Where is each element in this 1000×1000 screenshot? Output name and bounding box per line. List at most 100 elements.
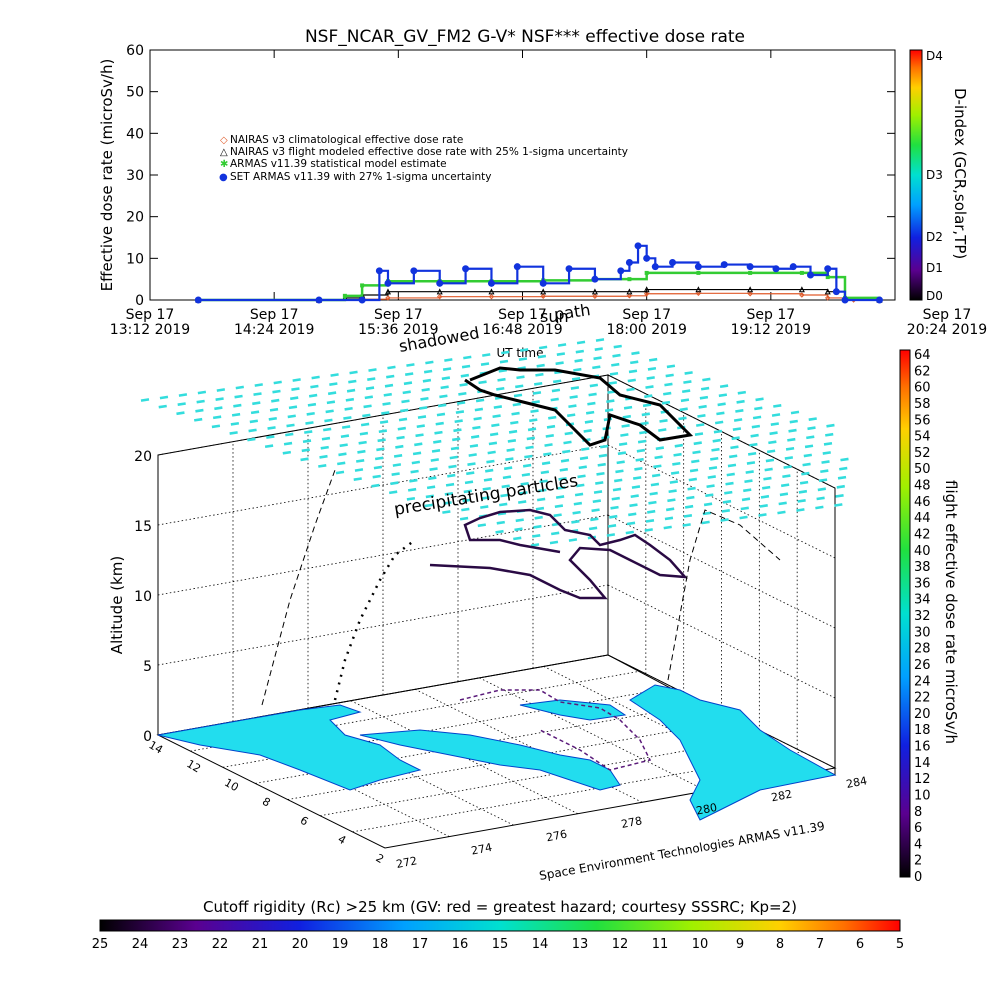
mesh-mark (499, 502, 508, 507)
mesh-mark (481, 496, 490, 500)
mesh-mark (373, 465, 383, 470)
latitude-tick-label: 2 (374, 851, 387, 866)
mesh-mark (698, 404, 707, 409)
mesh-mark (630, 360, 639, 365)
cutoff-rigidity-tick-label: 9 (736, 937, 744, 952)
cutoff-rigidity-tick-label: 7 (816, 937, 824, 952)
mesh-mark (556, 352, 566, 356)
mesh-mark (674, 443, 683, 448)
dose-rate-tick-label: 60 (914, 381, 931, 396)
x-tick-label: Sep 17 (923, 307, 972, 323)
mesh-mark (803, 453, 812, 458)
legend-text-armas-model: ARMAS v11.39 statistical model estimate (230, 158, 447, 170)
dose-rate-tick-label: 18 (914, 723, 931, 738)
mesh-mark (197, 390, 207, 395)
mesh-mark (450, 446, 460, 451)
mesh-mark (837, 475, 847, 480)
mesh-mark (271, 398, 280, 403)
top-x-axis-label: UT time (496, 346, 543, 360)
mesh-mark (323, 427, 332, 432)
mesh-mark (736, 399, 745, 404)
mesh-mark (419, 406, 428, 410)
dose-rate-tick-label: 44 (914, 511, 931, 526)
mesh-mark (383, 392, 392, 397)
dose-rate-ticks: 0246810121416182022242628303234363840424… (914, 348, 931, 885)
mesh-mark (487, 450, 496, 455)
dose-rate-tick-label: 36 (914, 576, 931, 591)
mesh-mark (520, 481, 529, 486)
mesh-mark (751, 424, 761, 429)
mesh-mark (562, 449, 571, 454)
mesh-mark (435, 421, 444, 426)
mesh-mark (404, 372, 414, 376)
dose-rate-tick-label: 20 (914, 707, 931, 722)
mesh-mark (755, 397, 764, 402)
mesh-mark (507, 439, 517, 443)
series-point (591, 275, 599, 283)
mesh-mark (649, 491, 658, 496)
mesh-mark (553, 513, 562, 518)
mesh-mark (552, 379, 562, 384)
grid-line (157, 444, 609, 526)
dose-rate-tick-label: 10 (914, 788, 931, 803)
mesh-mark (607, 524, 617, 528)
mesh-mark (548, 415, 557, 420)
track-dashed-right (667, 509, 781, 681)
mesh-mark (773, 404, 782, 408)
mesh-mark (535, 506, 545, 511)
mesh-mark (544, 443, 553, 447)
mesh-mark (340, 434, 350, 439)
mesh-mark (535, 372, 544, 377)
series-point (841, 296, 849, 304)
mesh-mark (496, 520, 505, 525)
mesh-mark (581, 447, 590, 451)
mesh-mark (616, 460, 625, 465)
mesh-mark (606, 399, 615, 404)
mesh-mark (634, 466, 643, 471)
d-index-tick: D4 (926, 49, 943, 63)
mesh-mark (622, 414, 632, 419)
cutoff-rigidity-tick-label: 11 (652, 937, 669, 952)
mesh-mark (454, 419, 463, 424)
dose-rate-tick-label: 0 (914, 870, 922, 885)
cutoff-rigidity-colorbar (99, 919, 901, 932)
dose-rate-tick-label: 34 (914, 593, 931, 608)
mesh-mark (539, 479, 548, 484)
mesh-mark (514, 527, 523, 532)
x-tick-label: Sep 17 (374, 307, 423, 323)
mesh-mark (491, 423, 500, 428)
mesh-mark (447, 473, 456, 478)
mesh-mark (815, 505, 824, 510)
mesh-mark (444, 358, 453, 362)
series-point (591, 288, 598, 295)
mesh-mark (341, 425, 351, 429)
latitude-tick-label: 6 (298, 814, 311, 829)
mesh-mark (641, 412, 650, 417)
mesh-mark (501, 350, 510, 355)
dose-rate-tick-label: 22 (914, 691, 931, 706)
mesh-mark (653, 464, 662, 469)
x-tick-label: 13:12 2019 (110, 322, 190, 338)
dose-rate-tick-label: 24 (914, 674, 931, 689)
dose-rate-colorbar (899, 349, 911, 878)
mesh-mark (707, 475, 716, 479)
mesh-mark (353, 477, 362, 481)
mesh-mark (655, 446, 665, 451)
mesh-mark (448, 464, 457, 469)
mesh-mark (820, 469, 829, 474)
mesh-mark (311, 375, 320, 380)
mesh-mark (816, 496, 825, 501)
mesh-mark (604, 408, 614, 413)
mesh-mark (371, 483, 380, 488)
mesh-mark (365, 386, 375, 391)
mesh-mark (550, 397, 559, 402)
series-point (669, 259, 677, 266)
series-point (651, 263, 659, 271)
altitude-tick-label: 5 (143, 659, 152, 675)
series-point (824, 265, 832, 273)
mesh-mark (176, 411, 185, 416)
mesh-mark (403, 381, 413, 386)
mesh-mark (464, 480, 474, 485)
mesh-mark (526, 436, 536, 441)
mesh-mark (588, 526, 598, 531)
